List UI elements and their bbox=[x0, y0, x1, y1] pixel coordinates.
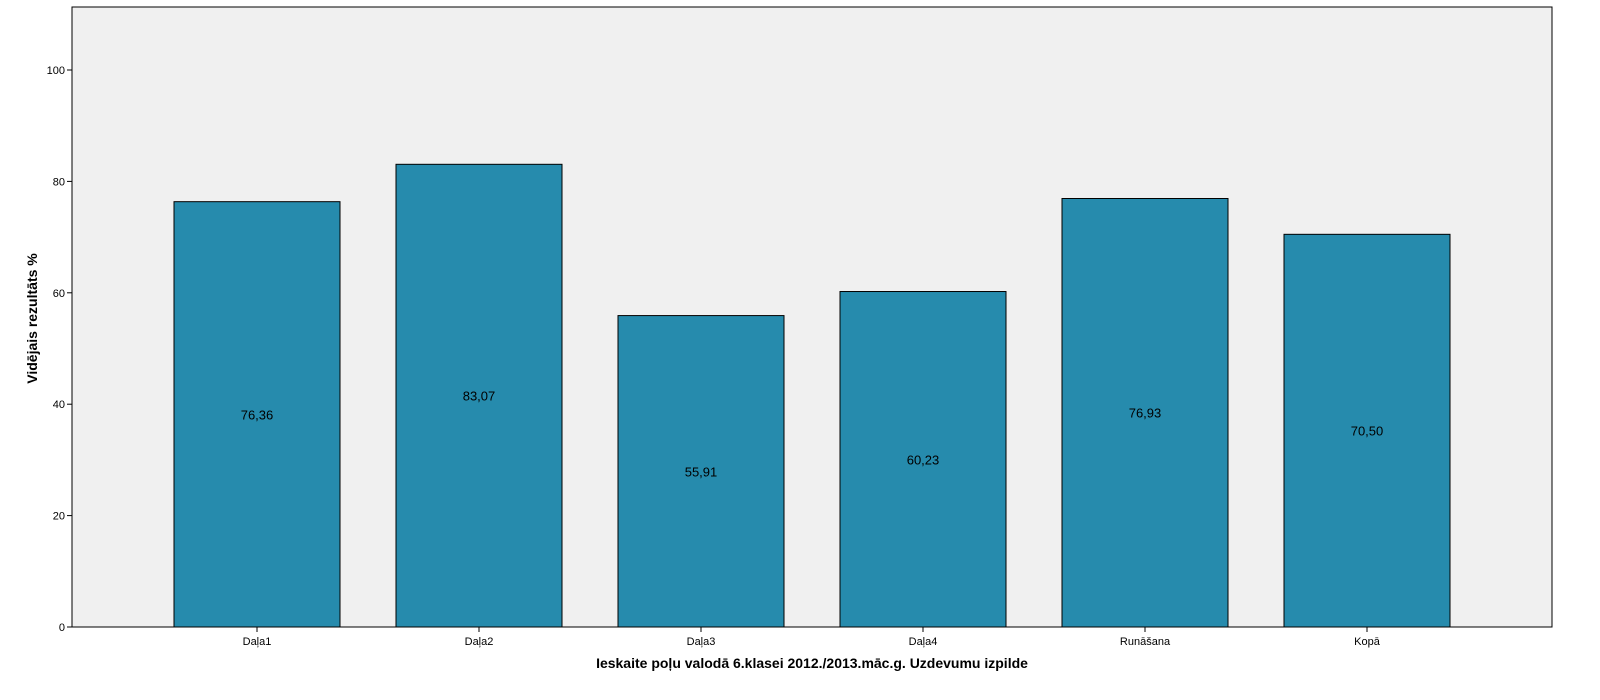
y-tick-label: 0 bbox=[59, 622, 65, 634]
y-axis-title: Vidējais rezultāts % bbox=[24, 253, 40, 384]
x-tick-label: Kopā bbox=[1354, 636, 1381, 648]
bar bbox=[173, 201, 341, 628]
y-tick-label: 60 bbox=[53, 288, 65, 300]
bar bbox=[617, 315, 785, 628]
bar bbox=[1061, 197, 1229, 628]
bar-value-label: 55,91 bbox=[685, 464, 718, 479]
x-tick-label: Daļa3 bbox=[687, 636, 716, 648]
bar-value-label: 76,93 bbox=[1129, 406, 1162, 421]
y-tick-label: 40 bbox=[53, 399, 65, 411]
y-tick-label: 20 bbox=[53, 511, 65, 523]
x-tick-label: Daļa2 bbox=[465, 636, 494, 648]
bar-series: 76,36 83,07 55,91 60,23 76,93 70,50 bbox=[173, 163, 1451, 628]
x-axis-title: Ieskaite poļu valodā 6.klasei 2012./2013… bbox=[596, 655, 1028, 671]
x-tick-label: Daļa1 bbox=[243, 636, 272, 648]
bar bbox=[1283, 233, 1451, 628]
bar-value-label: 60,23 bbox=[907, 452, 940, 467]
bar-value-label: 76,36 bbox=[241, 407, 274, 422]
x-axis: Daļa1 Daļa2 Daļa3 Daļa4 Runāšana Kopā bbox=[243, 627, 1381, 648]
x-tick-label: Runāšana bbox=[1120, 636, 1171, 648]
bar-value-label: 70,50 bbox=[1351, 424, 1384, 439]
y-axis: 0 20 40 60 80 100 bbox=[47, 65, 72, 634]
bar-value-label: 83,07 bbox=[463, 389, 496, 404]
y-tick-label: 80 bbox=[53, 176, 65, 188]
x-tick-label: Daļa4 bbox=[909, 636, 938, 648]
y-tick-label: 100 bbox=[47, 65, 65, 77]
bar bbox=[395, 163, 563, 628]
bar bbox=[839, 291, 1007, 628]
